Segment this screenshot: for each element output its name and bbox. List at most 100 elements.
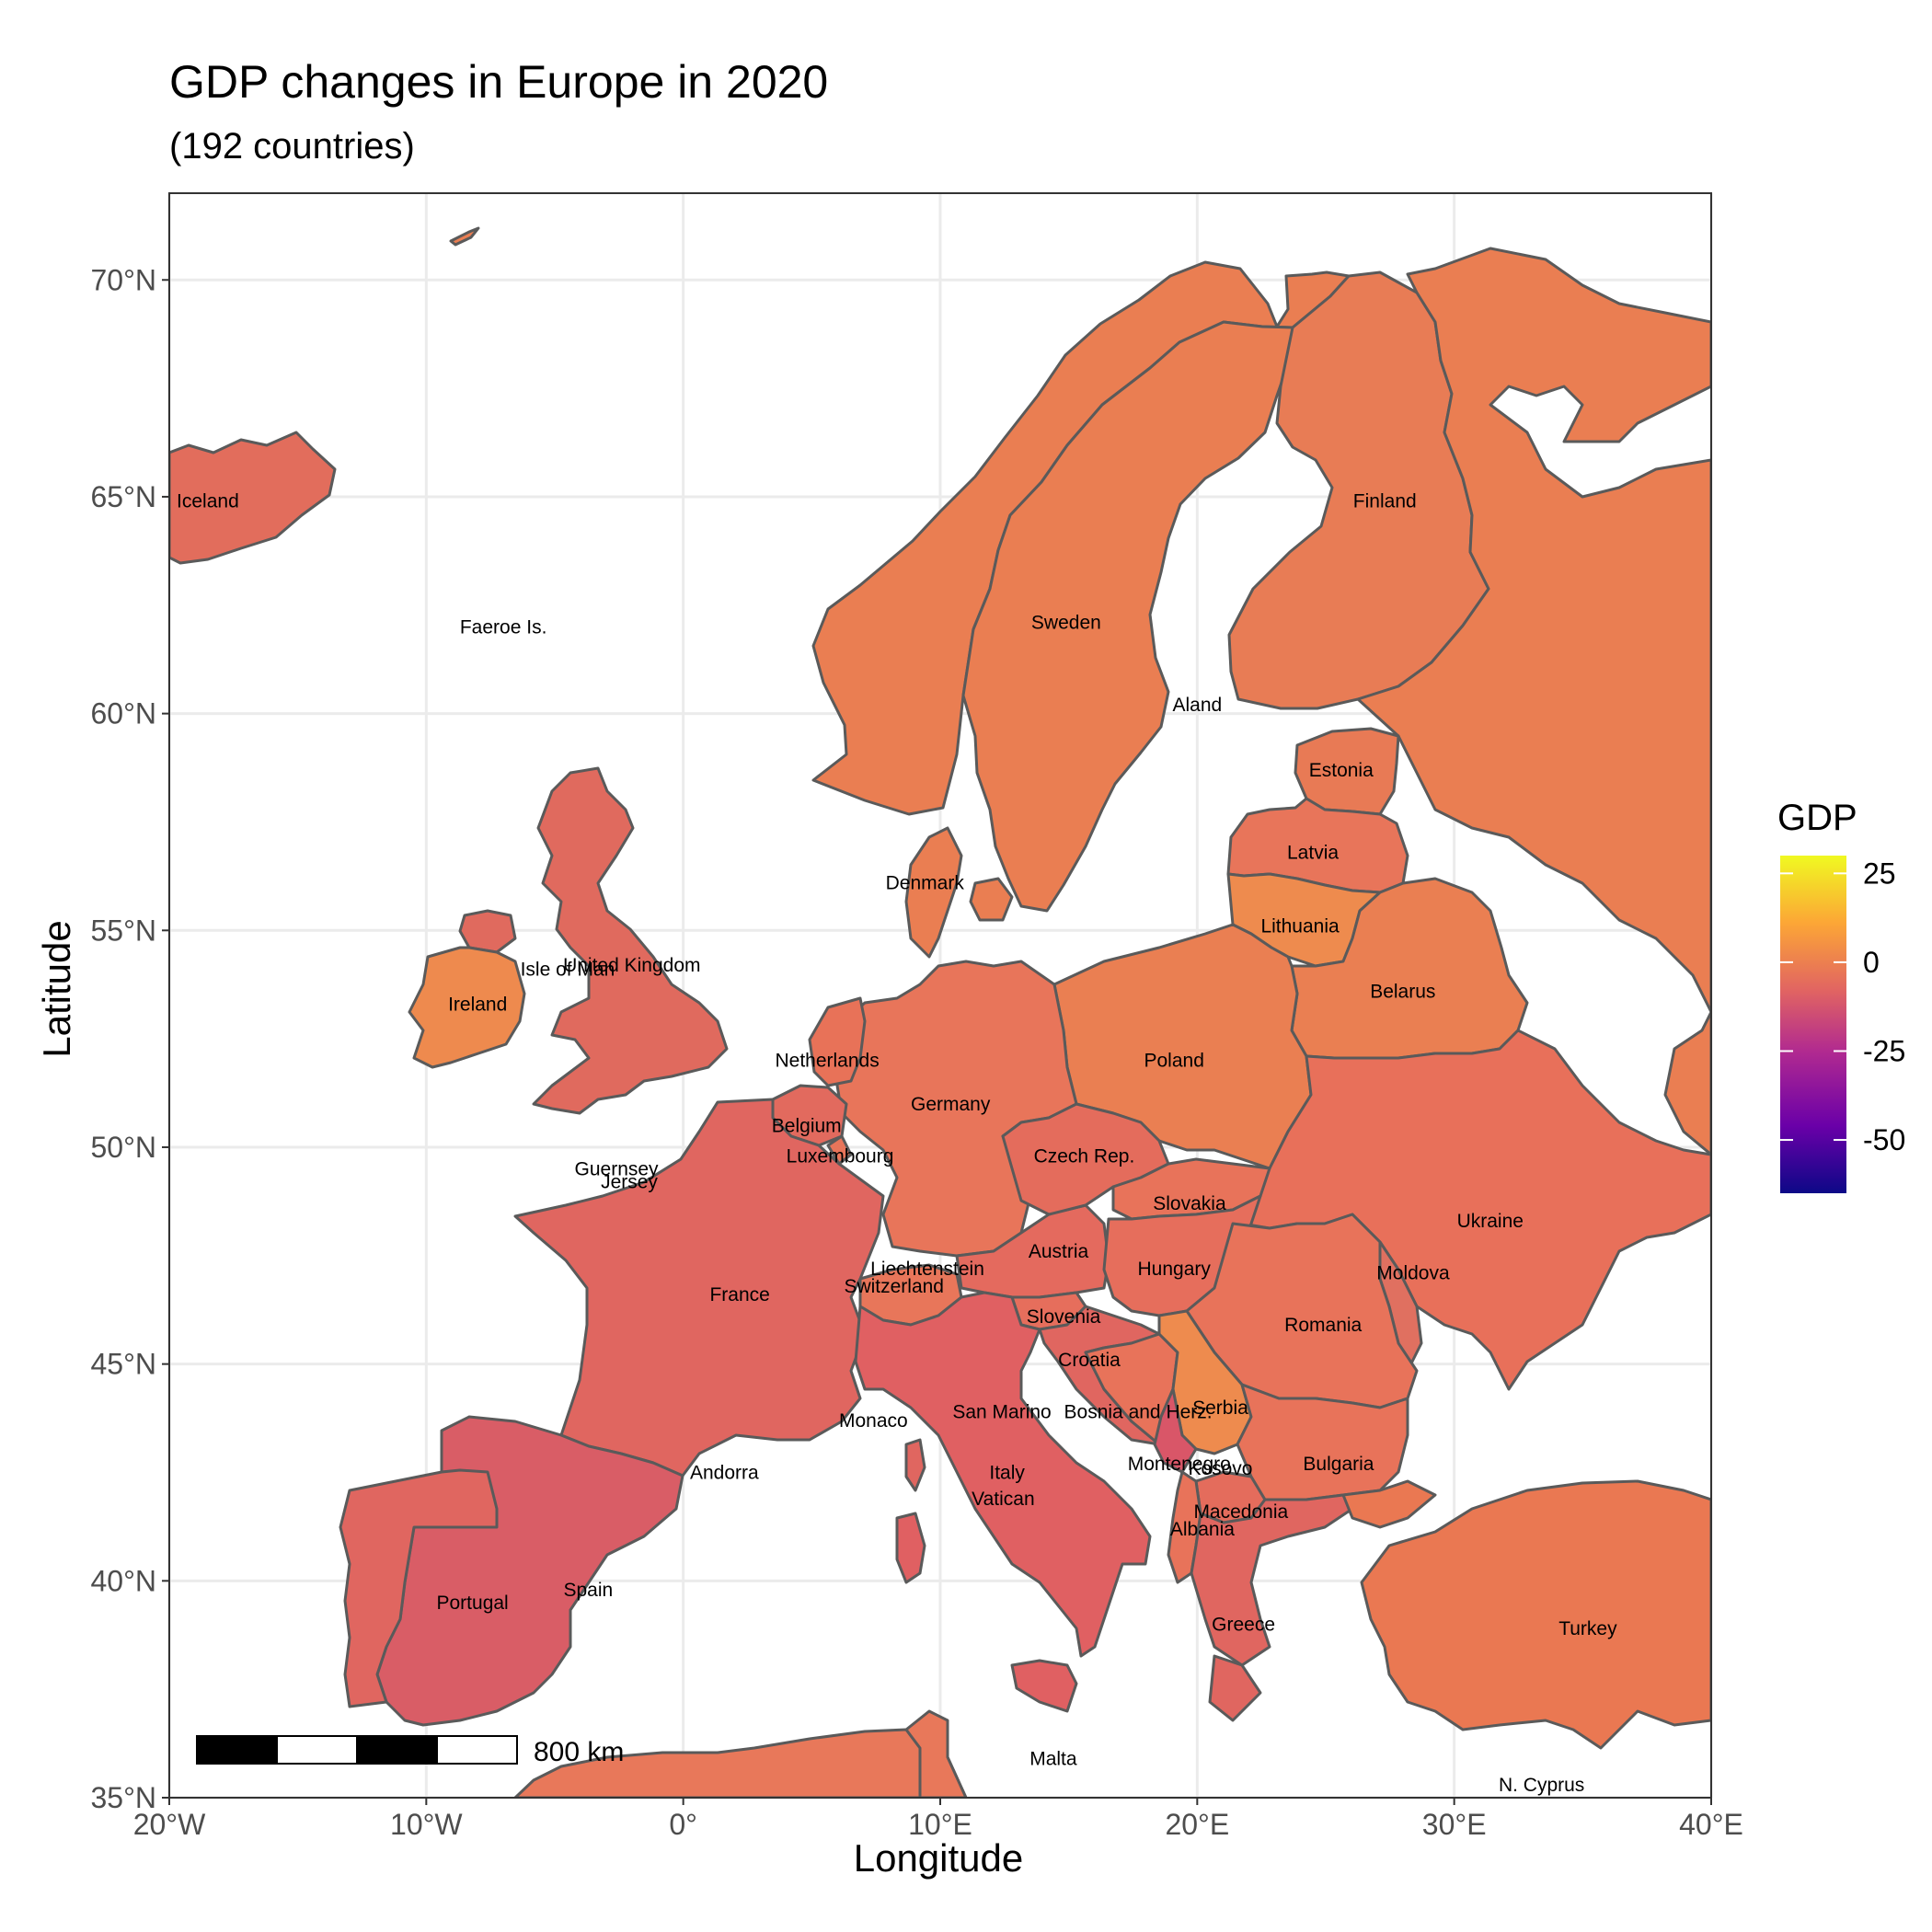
y-tick-label: 40°N <box>91 1564 157 1597</box>
country-turkey[interactable] <box>1341 1479 1437 1529</box>
country-label: Germany <box>911 1094 991 1115</box>
y-axis-label: Latitude <box>35 920 78 1058</box>
country-label: Netherlands <box>775 1051 879 1072</box>
country-label: Denmark <box>886 872 965 893</box>
country-labels: Iceland Faeroe Is. Finland Sweden Aland Eston… <box>177 491 1617 1796</box>
legend-tick-label: -25 <box>1863 1034 1905 1067</box>
country-denmark-islands[interactable] <box>969 877 1014 922</box>
country-iceland[interactable] <box>169 431 337 565</box>
country-label: Faeroe Is. <box>460 616 547 638</box>
y-tick-label: 70°N <box>91 263 157 296</box>
country-label: Latvia <box>1287 842 1339 863</box>
country-bulgaria[interactable] <box>1236 1383 1409 1501</box>
country-label: Malta <box>1029 1749 1077 1770</box>
chart-subtitle: (192 countries) <box>169 126 415 167</box>
country-turkey-anatolia[interactable] <box>1360 1479 1711 1750</box>
country-label: Turkey <box>1558 1618 1617 1639</box>
country-label: Luxembourg <box>787 1145 894 1167</box>
country-label: Slovakia <box>1153 1193 1226 1214</box>
country-label: United Kingdom <box>563 955 700 976</box>
x-tick-label: 40°E <box>1679 1808 1743 1841</box>
country-label: Vatican <box>972 1489 1035 1510</box>
country-label: Greece <box>1212 1614 1275 1635</box>
y-tick-label: 60°N <box>91 697 157 730</box>
country-france-corsica[interactable] <box>904 1438 926 1492</box>
y-tick-label: 45°N <box>91 1348 157 1381</box>
land-layer <box>169 226 1711 1798</box>
x-tick-label: 10°E <box>908 1808 972 1841</box>
country-luxembourg[interactable] <box>826 1134 853 1166</box>
country-label: Austria <box>1029 1241 1089 1262</box>
country-label: Switzerland <box>844 1276 944 1297</box>
country-label: Croatia <box>1058 1350 1121 1371</box>
x-tick-label: 20°W <box>133 1808 206 1841</box>
country-ireland[interactable] <box>408 946 526 1069</box>
country-portugal[interactable] <box>339 1468 499 1708</box>
country-label: Estonia <box>1309 760 1374 781</box>
country-label: Romania <box>1284 1315 1362 1336</box>
country-label: Hungary <box>1137 1259 1211 1280</box>
y-tick-label: 65°N <box>91 480 157 513</box>
country-label: Jersey <box>601 1172 658 1193</box>
country-label: Monaco <box>839 1410 908 1432</box>
country-russia[interactable] <box>1356 247 1711 1156</box>
country-italy[interactable] <box>854 1291 1152 1658</box>
y-tick-label: 35°N <box>91 1781 157 1814</box>
axis-ticks: 20°W 10°W 0° 10°E 20°E 30°E 40°E 35°N 40°N 45°N 50… <box>91 263 1743 1841</box>
country-label: Liechtenstein <box>870 1259 984 1280</box>
country-label: France <box>709 1284 769 1305</box>
country-serbia[interactable] <box>1157 1309 1253 1455</box>
island-jan-mayen[interactable] <box>449 226 480 247</box>
country-greece-peloponnese[interactable] <box>1208 1654 1262 1722</box>
country-label: Slovenia <box>1027 1306 1101 1328</box>
country-uk[interactable] <box>532 766 729 1115</box>
country-estonia[interactable] <box>1294 727 1400 816</box>
legend-tick-label: 25 <box>1863 857 1896 890</box>
legend-title: GDP <box>1777 798 1857 838</box>
x-tick-label: 10°W <box>390 1808 463 1841</box>
country-label: Moldova <box>1376 1263 1450 1284</box>
country-label: Bosnia and Herz. <box>1064 1401 1213 1422</box>
chart-title: GDP changes in Europe in 2020 <box>169 56 829 108</box>
country-montenegro[interactable] <box>1153 1387 1198 1474</box>
scale-bar-seg-4 <box>436 1735 518 1765</box>
country-tunisia[interactable] <box>904 1709 968 1798</box>
country-italy-sicily[interactable] <box>1010 1659 1078 1713</box>
country-label: Sweden <box>1031 613 1101 634</box>
country-label: Kosovo <box>1188 1458 1252 1479</box>
scale-bar-seg-3 <box>356 1735 438 1765</box>
x-tick-label: 0° <box>669 1808 697 1841</box>
legend-ticks: 25 0 -25 -50 <box>1780 857 1905 1156</box>
scale-bar: 800 km <box>196 1735 624 1767</box>
country-netherlands[interactable] <box>808 996 867 1087</box>
country-sweden[interactable] <box>961 320 1294 913</box>
country-label: Belarus <box>1370 981 1435 1002</box>
country-label: Andorra <box>690 1462 759 1483</box>
country-denmark[interactable] <box>904 826 963 959</box>
x-tick-label: 30°E <box>1422 1808 1487 1841</box>
country-label: Ireland <box>448 994 507 1015</box>
country-label: Poland <box>1144 1051 1203 1072</box>
country-label: Portugal <box>437 1593 509 1614</box>
country-label: Guernsey <box>575 1159 660 1180</box>
country-label: Czech Rep. <box>1034 1145 1135 1167</box>
country-france[interactable] <box>513 1098 885 1478</box>
country-label: N. Cyprus <box>1499 1775 1584 1796</box>
country-italy-sardinia[interactable] <box>895 1512 926 1584</box>
country-label: Isle of Man <box>521 960 615 981</box>
country-label: Albania <box>1170 1519 1235 1540</box>
country-label: Macedonia <box>1193 1501 1288 1523</box>
legend-tick-label: -50 <box>1863 1123 1905 1156</box>
country-label: Lithuania <box>1260 916 1340 937</box>
country-label: Ukraine <box>1457 1211 1524 1232</box>
scale-bar-seg-2 <box>276 1735 358 1765</box>
country-label: Spain <box>563 1580 613 1601</box>
country-albania[interactable] <box>1167 1470 1202 1584</box>
country-label: Aland <box>1172 695 1222 716</box>
country-label: Finland <box>1353 491 1417 512</box>
y-tick-label: 50°N <box>91 1131 157 1164</box>
country-label: San Marino <box>952 1401 1051 1422</box>
country-uk-ni[interactable] <box>458 909 517 954</box>
x-tick-label: 20°E <box>1165 1808 1229 1841</box>
